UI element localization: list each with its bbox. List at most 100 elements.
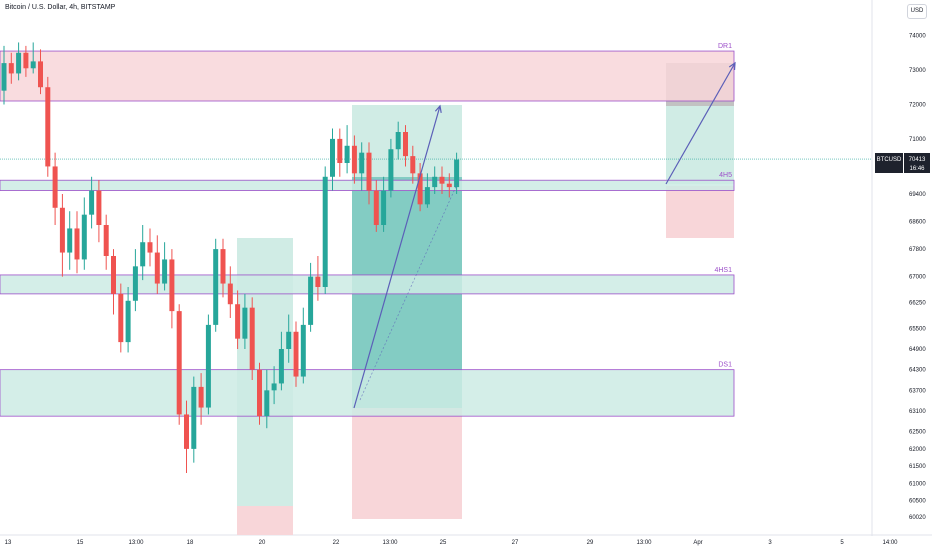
price-tick-label: 62500	[909, 430, 926, 436]
candle-body	[205, 324, 211, 408]
candle-body	[184, 414, 189, 449]
candle-body	[52, 166, 58, 208]
zone-label-dr1: DR1	[718, 43, 732, 50]
price-tick-label: 68600	[909, 220, 926, 226]
candle-body	[213, 249, 219, 325]
time-tick-label: Apr	[693, 540, 702, 546]
candle-body	[293, 331, 299, 377]
candle-body	[330, 138, 335, 177]
projection-arrow-1	[353, 105, 441, 409]
candle-body	[373, 190, 379, 225]
price-tick-label: 65500	[909, 326, 926, 332]
candle-body	[344, 145, 350, 163]
zone-label-4h5: 4H5	[719, 172, 732, 179]
candle-body	[220, 249, 226, 284]
price-tick-label: 61000	[909, 481, 926, 487]
candle-body	[410, 156, 416, 174]
price-tick-label: 64900	[909, 347, 926, 353]
candle-body	[249, 307, 255, 370]
time-tick-label: 13:00	[128, 540, 144, 546]
long-box-3-loss	[666, 186, 734, 238]
candle-body	[191, 386, 197, 449]
price-tick-label: 69400	[909, 192, 926, 198]
price-tick-label: 73000	[909, 68, 926, 74]
candle-body	[257, 369, 262, 417]
price-tag-price: 70413	[909, 157, 926, 163]
candle-body	[38, 61, 43, 88]
long-box-3-profit	[666, 106, 734, 184]
candle-body	[337, 138, 343, 163]
candle-body	[89, 190, 95, 215]
price-tag: BTCUSD 70413 16:46	[875, 153, 930, 173]
candle-body	[103, 225, 109, 256]
candle-body	[59, 207, 65, 253]
candle-body	[424, 187, 430, 205]
candle-body	[8, 63, 14, 74]
candle-body	[169, 259, 175, 312]
candle-body	[395, 132, 401, 150]
candle-body	[81, 214, 87, 260]
candle-body	[1, 63, 7, 91]
zone-dr1	[0, 50, 735, 102]
candle-body	[96, 190, 102, 225]
candle-body	[198, 386, 204, 408]
time-tick-label: 13	[5, 540, 12, 546]
time-tick-label: 22	[333, 540, 340, 546]
price-tick-label: 66250	[909, 301, 926, 307]
candle-body	[271, 383, 277, 391]
price-tick-label: 63700	[909, 388, 926, 394]
time-tick-label: 29	[587, 540, 594, 546]
time-tick-label: 14:00	[882, 540, 898, 546]
candle-body	[264, 390, 270, 417]
candle-body	[388, 149, 394, 191]
candle-body	[235, 304, 241, 339]
candles	[1, 42, 460, 473]
price-tick-label: 60020	[909, 515, 926, 521]
candle-body	[446, 183, 452, 188]
time-tick-label: 18	[187, 540, 194, 546]
projection-arrow-2-head	[728, 61, 736, 71]
chart-title: Bitcoin / U.S. Dollar, 4h, BITSTAMP	[5, 4, 116, 11]
candle-body	[132, 266, 138, 301]
candle-body	[278, 349, 284, 384]
candle-body	[286, 331, 292, 349]
candle-body	[366, 152, 372, 191]
candle-body	[176, 311, 182, 415]
price-tick-label: 60500	[909, 499, 926, 505]
zone-4hs1	[0, 274, 735, 295]
candle-body	[23, 52, 29, 69]
price-axis: 74000 73000 72000 71000 69400 68600 67800 67000…	[909, 34, 926, 522]
candle-body	[227, 283, 233, 305]
long-box-1-loss	[237, 506, 293, 535]
candle-body	[403, 132, 408, 157]
price-tick-label: 63100	[909, 409, 926, 415]
candle-body	[454, 159, 460, 188]
price-tick-label: 67800	[909, 247, 926, 253]
candle-body	[432, 176, 438, 188]
candle-body	[242, 307, 248, 339]
candle-body	[300, 324, 306, 377]
time-tick-label: 27	[512, 540, 519, 546]
currency-button[interactable]: USD	[907, 4, 927, 19]
long-box-2-loss	[352, 408, 462, 519]
candle-body	[140, 242, 146, 267]
candle-body	[322, 176, 328, 287]
candle-body	[417, 173, 423, 205]
candle-body	[439, 176, 445, 184]
time-tick-label: 13:00	[382, 540, 398, 546]
zone-label-4hs1: 4HS1	[714, 267, 732, 274]
price-tick-label: 74000	[909, 34, 926, 40]
price-tag-countdown: 16:46	[909, 166, 925, 172]
projection-arrow-1-head	[434, 104, 442, 113]
candle-body	[45, 87, 51, 167]
candle-body	[16, 52, 22, 74]
price-tick-label: 72000	[909, 102, 926, 108]
candle-body	[162, 259, 168, 284]
price-tag-ticker: BTCUSD	[877, 157, 902, 163]
candle-body	[74, 228, 80, 260]
time-tick-label: 15	[77, 540, 84, 546]
zone-label-ds1: DS1	[718, 362, 732, 369]
candle-body	[125, 300, 131, 343]
